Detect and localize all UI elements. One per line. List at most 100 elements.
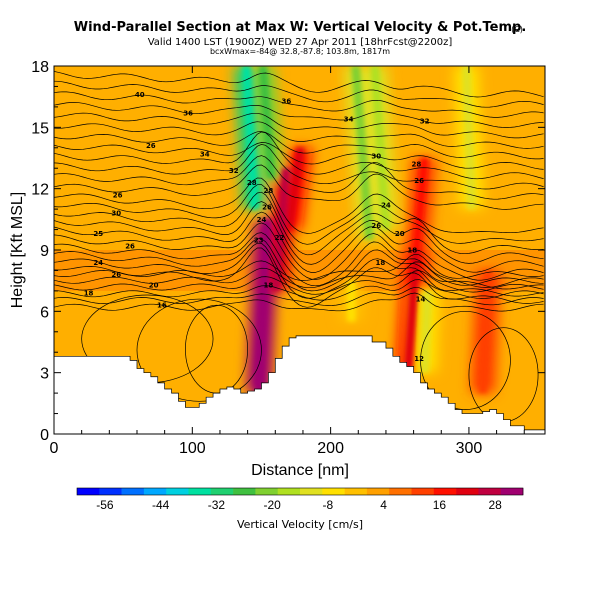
low-level-contour: [136, 298, 262, 402]
colorbar-swatch: [411, 488, 435, 495]
copyright-mark: (C): [511, 25, 523, 34]
colorbar-swatch: [143, 488, 167, 495]
isentrope-line: [54, 164, 544, 210]
low-level-contour: [420, 310, 511, 410]
contour-label: 28: [264, 187, 274, 195]
contour-label: 28: [247, 179, 257, 187]
contour-label: 40: [135, 91, 145, 99]
contour-label: 18: [407, 247, 417, 255]
colorbar-swatch: [300, 488, 323, 495]
isentrope-line: [54, 292, 544, 312]
isentrope-line: [54, 184, 544, 245]
contour-label: 32: [229, 167, 239, 175]
contour-label: 24: [257, 216, 267, 224]
colorbar-tick-label: -8: [323, 498, 334, 512]
isentrope-line: [54, 232, 544, 288]
isentrope-line: [54, 242, 544, 299]
colorbar-swatch: [188, 488, 212, 495]
isentrope-line: [54, 144, 544, 190]
contour-label: 14: [416, 296, 426, 304]
colorbar-swatch: [277, 488, 301, 495]
updraft-core: [403, 250, 421, 373]
colorbar-label: Vertical Velocity [cm/s]: [237, 518, 363, 531]
contour-label: 26: [113, 191, 123, 199]
y-tick-label: 12: [31, 182, 49, 199]
contour-label: 26: [414, 177, 424, 185]
colorbar-swatch: [322, 488, 345, 495]
isentrope-line: [54, 177, 544, 234]
contour-label: 26: [371, 222, 381, 230]
chart-subtitle: Valid 1400 LST (1900Z) WED 27 Apr 2011 […: [148, 37, 453, 48]
colorbar-tick-label: 4: [380, 498, 387, 512]
isentrope-line: [54, 201, 544, 265]
contour-label: 23: [254, 236, 264, 244]
isentrope-line: [54, 247, 544, 308]
contour-label: 24: [381, 202, 391, 210]
contour-label: 24: [93, 259, 103, 267]
y-tick-label: 6: [40, 304, 49, 321]
colorbar-swatch: [478, 488, 501, 495]
isentrope-line: [54, 91, 544, 118]
contour-label: 34: [344, 116, 354, 124]
potential-temperature-contours: [54, 71, 544, 423]
isentrope-line: [54, 102, 544, 128]
isentrope-line: [54, 279, 544, 301]
contour-label: 16: [157, 302, 167, 310]
isentrope-line: [54, 155, 544, 200]
downdraft-core: [351, 66, 374, 240]
contour-labels: 40 36 36 34 32 26 34 30 28 32 26 28 28 26 26 30 24 24 26 25…: [84, 91, 430, 363]
isentrope-line: [54, 211, 544, 273]
contour-label: 20: [395, 230, 405, 238]
downdraft-core: [461, 66, 477, 210]
colorbar-swatch: [166, 488, 189, 495]
isentrope-line: [54, 261, 544, 289]
colorbar-swatch: [121, 488, 145, 495]
terrain-mask: [54, 335, 545, 434]
colorbar-tick-label: -56: [96, 498, 114, 512]
y-tick-label: 18: [31, 59, 49, 76]
colorbar-swatch: [500, 488, 524, 495]
colorbar-swatch: [433, 488, 457, 495]
colorbar-tick-label: -32: [208, 498, 226, 512]
x-axis: 0 100 200 300: [50, 66, 525, 457]
updraft-core: [412, 158, 430, 250]
x-tick-label: 200: [317, 440, 344, 457]
colorbar-tick-label: -20: [263, 498, 281, 512]
colorbar-swatch: [210, 488, 234, 495]
colorbar-swatch: [77, 488, 100, 495]
contour-label: 26: [262, 204, 272, 212]
contour-label: 26: [125, 242, 135, 250]
isentrope-line: [54, 80, 544, 108]
contour-label: 22: [275, 234, 285, 242]
isentrope-line: [54, 112, 544, 139]
colorbar: -56 -44 -32 -20 -8 4 16 28: [76, 487, 524, 512]
contour-label: 30: [111, 210, 121, 218]
colorbar-swatch: [456, 488, 479, 495]
updraft-core: [284, 147, 305, 230]
colorbar-swatch: [389, 488, 412, 495]
x-tick-label: 0: [50, 440, 59, 457]
y-tick-label: 15: [31, 120, 49, 137]
contour-label: 26: [111, 271, 121, 279]
colorbar-swatch: [366, 488, 390, 495]
downdraft-core: [241, 66, 259, 210]
contour-label: 12: [414, 355, 424, 363]
colorbar-frame: [76, 487, 524, 496]
isentrope-line: [54, 270, 544, 295]
updraft-core: [478, 270, 493, 394]
contour-label: 30: [371, 152, 381, 160]
y-tick-label: 3: [40, 366, 49, 383]
contour-label: 20: [149, 281, 159, 289]
isentrope-line: [54, 71, 544, 98]
contour-label: 18: [376, 259, 386, 267]
contour-label: 18: [264, 281, 274, 289]
colorbar-tick-label: -44: [152, 498, 170, 512]
contour-label: 32: [420, 118, 430, 126]
y-tick-label: 9: [40, 243, 49, 260]
isentrope-line: [54, 131, 544, 160]
plot-area: 40 36 36 34 32 26 34 30 28 32 26 28 28 26 26 30 24 24 26 25…: [54, 66, 545, 434]
downdraft-core: [420, 290, 432, 373]
y-axis-label: Height [Kft MSL]: [9, 192, 26, 309]
